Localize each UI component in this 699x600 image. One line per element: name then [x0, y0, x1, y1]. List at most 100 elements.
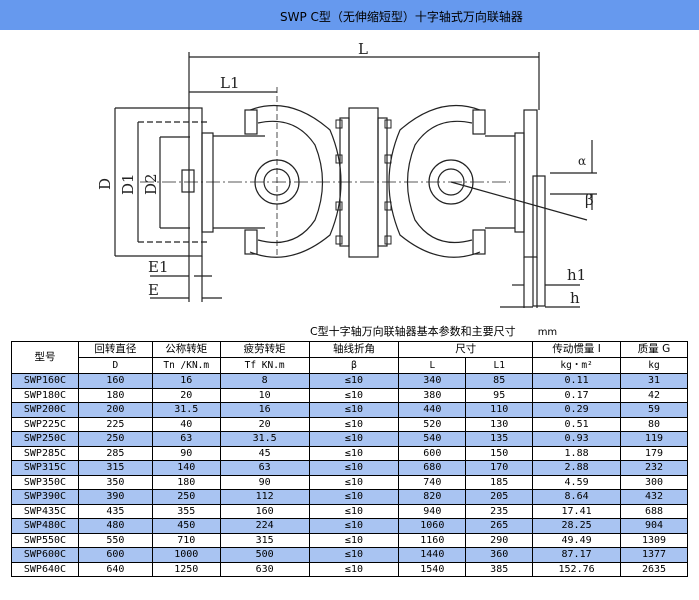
label-L1: L1 [220, 74, 240, 92]
table-row: SWP350C 350 180 90 ≤10 740 185 4.59 300 [11, 474, 688, 490]
table-row: SWP160C 160 16 8 ≤10 340 85 0.11 31 [11, 373, 688, 389]
cell-length-L: 1440 [398, 547, 467, 563]
cell-mass: 2635 [620, 561, 688, 577]
cell-length-L1: 265 [465, 518, 534, 534]
cell-mass: 232 [620, 460, 688, 476]
cell-length-L: 600 [398, 445, 467, 461]
header-nominal-torque-unit: Tn /KN.m [151, 357, 221, 374]
cell-angle: ≤10 [308, 518, 400, 534]
cell-angle: ≤10 [308, 387, 400, 403]
cell-length-L1: 185 [465, 474, 534, 490]
table-row: SWP600C 600 1000 500 ≤10 1440 360 87.17 1377 [11, 547, 688, 563]
cell-inertia: 0.93 [532, 431, 622, 447]
cell-nominal-torque: 1250 [151, 561, 221, 577]
table-row: SWP200C 200 31.5 16 ≤10 440 110 0.29 59 [11, 402, 688, 418]
table-title: C型十字轴万向联轴器基本参数和主要尺寸 mm [310, 323, 557, 339]
table-row: SWP435C 435 355 160 ≤10 940 235 17.41 688 [11, 503, 688, 519]
table-unit: mm [537, 327, 558, 338]
cell-diameter: 550 [77, 532, 153, 548]
cell-length-L1: 385 [465, 561, 534, 577]
right-flange [523, 109, 538, 258]
table-row: SWP250C 250 63 31.5 ≤10 540 135 0.93 119 [11, 431, 688, 447]
cell-mass: 59 [620, 402, 688, 418]
cell-fatigue-torque: 63 [219, 460, 310, 476]
table-title-text: C型十字轴万向联轴器基本参数和主要尺寸 [310, 325, 516, 338]
header-dims: 尺寸 [398, 341, 534, 358]
cell-nominal-torque: 710 [151, 532, 221, 548]
cell-angle: ≤10 [308, 561, 400, 577]
label-L: L [358, 40, 368, 58]
cell-inertia: 28.25 [532, 518, 622, 534]
header-dims-L1: L1 [465, 357, 534, 374]
cell-model: SWP640C [11, 561, 79, 577]
cell-mass: 300 [620, 474, 688, 490]
cell-diameter: 180 [77, 387, 153, 403]
header-fatigue-torque: 疲劳转矩 [219, 341, 310, 358]
cell-angle: ≤10 [308, 532, 400, 548]
cell-inertia: 87.17 [532, 547, 622, 563]
cell-angle: ≤10 [308, 416, 400, 432]
label-D2: D2 [142, 173, 160, 195]
spec-table: 型号 回转直径 公称转矩 疲劳转矩 轴线折角 尺寸 传动惯量 I 质量 G D … [11, 341, 688, 577]
cell-mass: 119 [620, 431, 688, 447]
cell-length-L1: 110 [465, 402, 534, 418]
middle-flange [348, 107, 379, 258]
header-mass-unit: kg [620, 357, 688, 374]
cell-angle: ≤10 [308, 445, 400, 461]
cell-inertia: 1.88 [532, 445, 622, 461]
cell-diameter: 390 [77, 489, 153, 505]
cell-nominal-torque: 90 [151, 445, 221, 461]
left-cross-bearing [254, 159, 300, 205]
table-body: SWP160C 160 16 8 ≤10 340 85 0.11 31 SWP180C 180 20 1… [11, 373, 688, 577]
cell-length-L: 540 [398, 431, 467, 447]
cell-length-L1: 360 [465, 547, 534, 563]
cell-angle: ≤10 [308, 431, 400, 447]
table-row: SWP180C 180 20 10 ≤10 380 95 0.17 42 [11, 387, 688, 403]
cell-length-L: 1160 [398, 532, 467, 548]
cell-length-L1: 130 [465, 416, 534, 432]
cell-length-L1: 170 [465, 460, 534, 476]
title-banner: SWP C型（无伸缩短型）十字轴式万向联轴器 [0, 0, 699, 30]
cell-model: SWP600C [11, 547, 79, 563]
cell-diameter: 480 [77, 518, 153, 534]
cell-nominal-torque: 250 [151, 489, 221, 505]
cell-diameter: 640 [77, 561, 153, 577]
cell-model: SWP350C [11, 474, 79, 490]
cell-length-L1: 135 [465, 431, 534, 447]
cell-model: SWP250C [11, 431, 79, 447]
cell-diameter: 285 [77, 445, 153, 461]
cell-model: SWP390C [11, 489, 79, 505]
label-D: D [96, 178, 114, 190]
cell-length-L1: 235 [465, 503, 534, 519]
cell-diameter: 160 [77, 373, 153, 389]
cell-mass: 80 [620, 416, 688, 432]
cell-length-L1: 85 [465, 373, 534, 389]
cell-length-L: 680 [398, 460, 467, 476]
cell-model: SWP550C [11, 532, 79, 548]
cell-diameter: 225 [77, 416, 153, 432]
cell-mass: 432 [620, 489, 688, 505]
cell-fatigue-torque: 16 [219, 402, 310, 418]
coupling-drawing: L L1 D D1 D2 E1 E h1 h [96, 40, 597, 308]
cell-mass: 31 [620, 373, 688, 389]
cell-length-L1: 205 [465, 489, 534, 505]
cell-fatigue-torque: 90 [219, 474, 310, 490]
cell-length-L: 1540 [398, 561, 467, 577]
cell-mass: 1309 [620, 532, 688, 548]
cell-model: SWP180C [11, 387, 79, 403]
cell-angle: ≤10 [308, 474, 400, 490]
cell-angle: ≤10 [308, 547, 400, 563]
cell-model: SWP225C [11, 416, 79, 432]
cell-model: SWP160C [11, 373, 79, 389]
cell-fatigue-torque: 500 [219, 547, 310, 563]
cell-fatigue-torque: 8 [219, 373, 310, 389]
label-D1: D1 [119, 173, 137, 195]
cell-fatigue-torque: 630 [219, 561, 310, 577]
cell-nominal-torque: 40 [151, 416, 221, 432]
cell-length-L: 1060 [398, 518, 467, 534]
cell-diameter: 350 [77, 474, 153, 490]
table-row: SWP315C 315 140 63 ≤10 680 170 2.88 232 [11, 460, 688, 476]
cell-mass: 179 [620, 445, 688, 461]
cell-length-L1: 95 [465, 387, 534, 403]
header-angle: 轴线折角 [308, 341, 400, 358]
